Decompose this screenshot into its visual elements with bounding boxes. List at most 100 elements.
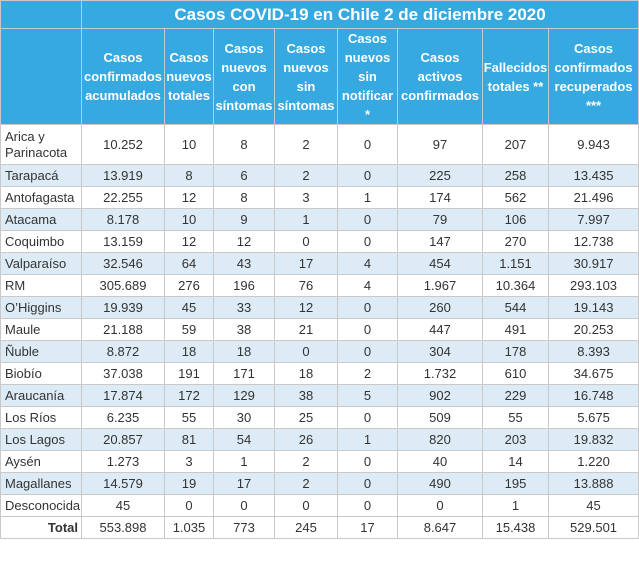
region-name-cell: Magallanes	[0, 472, 82, 495]
cell-active: 97	[397, 124, 483, 165]
cell-recovered: 34.675	[547, 362, 639, 385]
cell-deaths: 207	[482, 124, 549, 165]
cell-new-asymptomatic: 2	[274, 124, 338, 165]
cell-recovered: 293.103	[547, 274, 639, 297]
cell-confirmed-cumulative: 1.273	[81, 450, 165, 473]
cell-new-symptomatic: 38	[213, 318, 275, 341]
total-new-symptomatic: 773	[213, 516, 275, 539]
cell-active: 260	[397, 296, 483, 319]
cell-new-total: 19	[164, 472, 214, 495]
cell-deaths: 106	[482, 208, 549, 231]
cell-new-total: 59	[164, 318, 214, 341]
cell-recovered: 7.997	[547, 208, 639, 231]
cell-new-total: 0	[164, 494, 214, 517]
cell-confirmed-cumulative: 32.546	[81, 252, 165, 275]
table-row: RM 305.689 276 196 76 4 1.967 10.364 293.103	[0, 274, 639, 297]
region-name-cell: Tarapacá	[0, 164, 82, 187]
cell-new-symptomatic: 171	[213, 362, 275, 385]
region-name-cell: Biobío	[0, 362, 82, 385]
region-name-cell: Valparaíso	[0, 252, 82, 275]
cell-deaths: 55	[482, 406, 549, 429]
table-row: Magallanes 14.579 19 17 2 0 490 195 13.888	[0, 472, 639, 495]
cell-recovered: 13.888	[547, 472, 639, 495]
cell-new-unreported: 0	[337, 472, 398, 495]
region-name-cell: Aysén	[0, 450, 82, 473]
cell-new-asymptomatic: 26	[274, 428, 338, 451]
cell-new-symptomatic: 196	[213, 274, 275, 297]
header-corner	[0, 0, 82, 29]
cell-deaths: 203	[482, 428, 549, 451]
cell-new-unreported: 0	[337, 494, 398, 517]
cell-new-asymptomatic: 76	[274, 274, 338, 297]
cell-recovered: 19.143	[547, 296, 639, 319]
cell-new-total: 18	[164, 340, 214, 363]
cell-confirmed-cumulative: 17.874	[81, 384, 165, 407]
total-new-unreported: 17	[337, 516, 398, 539]
cell-deaths: 544	[482, 296, 549, 319]
cell-new-total: 45	[164, 296, 214, 319]
cell-recovered: 20.253	[547, 318, 639, 341]
total-label: Total	[0, 516, 82, 539]
region-name-cell: O’Higgins	[0, 296, 82, 319]
cell-deaths: 195	[482, 472, 549, 495]
cell-new-unreported: 0	[337, 164, 398, 187]
cell-recovered: 30.917	[547, 252, 639, 275]
cell-deaths: 1.151	[482, 252, 549, 275]
table-row: Aysén 1.273 3 1 2 0 40 14 1.220	[0, 450, 639, 473]
cell-new-asymptomatic: 0	[274, 230, 338, 253]
cell-new-unreported: 0	[337, 230, 398, 253]
cell-deaths: 270	[482, 230, 549, 253]
cell-new-asymptomatic: 25	[274, 406, 338, 429]
cell-confirmed-cumulative: 45	[81, 494, 165, 517]
table-row: Arica y Parinacota 10.252 10 8 2 0 97 207 9.943	[0, 124, 639, 165]
cell-new-asymptomatic: 18	[274, 362, 338, 385]
cell-new-unreported: 0	[337, 208, 398, 231]
region-name-cell: Arica y Parinacota	[0, 124, 82, 165]
cell-new-unreported: 0	[337, 340, 398, 363]
cell-new-symptomatic: 0	[213, 494, 275, 517]
cell-active: 79	[397, 208, 483, 231]
header-region-blank	[0, 28, 82, 125]
cell-confirmed-cumulative: 305.689	[81, 274, 165, 297]
region-name-cell: RM	[0, 274, 82, 297]
cell-new-unreported: 4	[337, 252, 398, 275]
cell-new-asymptomatic: 2	[274, 472, 338, 495]
covid-cases-table: Casos COVID-19 en Chile 2 de diciembre 2…	[0, 0, 639, 539]
cell-confirmed-cumulative: 13.159	[81, 230, 165, 253]
cell-new-total: 64	[164, 252, 214, 275]
cell-new-symptomatic: 54	[213, 428, 275, 451]
cell-new-asymptomatic: 17	[274, 252, 338, 275]
cell-confirmed-cumulative: 21.188	[81, 318, 165, 341]
cell-new-asymptomatic: 0	[274, 340, 338, 363]
cell-deaths: 610	[482, 362, 549, 385]
cell-deaths: 14	[482, 450, 549, 473]
table-row: Maule 21.188 59 38 21 0 447 491 20.253	[0, 318, 639, 341]
cell-new-asymptomatic: 3	[274, 186, 338, 209]
cell-deaths: 10.364	[482, 274, 549, 297]
region-name-cell: Desconocida	[0, 494, 82, 517]
cell-confirmed-cumulative: 19.939	[81, 296, 165, 319]
cell-active: 490	[397, 472, 483, 495]
region-name-cell: Los Ríos	[0, 406, 82, 429]
table-row: Tarapacá 13.919 8 6 2 0 225 258 13.435	[0, 164, 639, 187]
cell-new-asymptomatic: 38	[274, 384, 338, 407]
cell-new-unreported: 0	[337, 450, 398, 473]
cell-recovered: 8.393	[547, 340, 639, 363]
cell-deaths: 1	[482, 494, 549, 517]
cell-active: 304	[397, 340, 483, 363]
cell-active: 454	[397, 252, 483, 275]
cell-confirmed-cumulative: 37.038	[81, 362, 165, 385]
region-name-cell: Araucanía	[0, 384, 82, 407]
total-active: 8.647	[397, 516, 483, 539]
cell-active: 902	[397, 384, 483, 407]
cell-new-total: 12	[164, 230, 214, 253]
cell-recovered: 45	[547, 494, 639, 517]
cell-new-symptomatic: 12	[213, 230, 275, 253]
cell-new-total: 55	[164, 406, 214, 429]
cell-active: 447	[397, 318, 483, 341]
cell-new-asymptomatic: 21	[274, 318, 338, 341]
cell-new-symptomatic: 1	[213, 450, 275, 473]
table-row: Coquimbo 13.159 12 12 0 0 147 270 12.738	[0, 230, 639, 253]
cell-new-unreported: 1	[337, 186, 398, 209]
cell-new-symptomatic: 18	[213, 340, 275, 363]
